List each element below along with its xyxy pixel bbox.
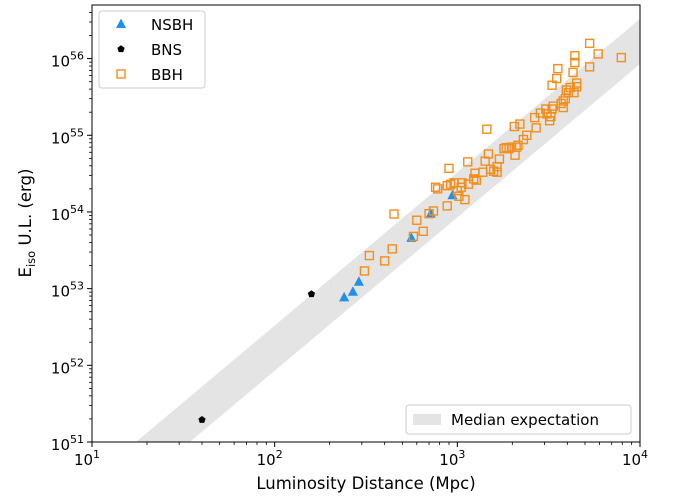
legend-band-swatch <box>413 414 441 425</box>
bbh-point <box>504 143 514 154</box>
bbh-point <box>511 142 521 152</box>
y-axis-label-rest: U.L. (erg) <box>16 169 35 251</box>
bbh-point <box>509 121 519 132</box>
bbh-point <box>418 226 428 236</box>
y-axis-label: Eiso U.L. (erg) <box>16 169 38 278</box>
bbh-point <box>428 206 439 216</box>
bbh-point <box>469 174 479 184</box>
bbh-point <box>584 38 595 49</box>
y-tick-label: 1056 <box>51 50 84 71</box>
legend-marker-bbh <box>116 69 126 79</box>
bbh-point <box>387 244 397 254</box>
bbh-point <box>364 250 375 261</box>
bbh-point <box>570 51 580 61</box>
bbh-point <box>430 182 441 192</box>
legend-marker-bns <box>117 45 125 53</box>
x-tick-label: 102 <box>257 448 283 469</box>
bbh-point <box>513 140 523 151</box>
bbh-point <box>571 78 582 88</box>
bbh-point <box>480 156 490 166</box>
x-tick-label: 103 <box>439 448 465 469</box>
y-tick-label: 1053 <box>51 280 84 301</box>
bbh-point <box>494 154 505 164</box>
bbh-point <box>454 191 464 202</box>
bbh-point <box>463 157 473 167</box>
bbh-point <box>457 178 467 188</box>
nsbh-point <box>353 276 364 286</box>
x-tick-label: 104 <box>622 448 648 469</box>
legend-label-bns: BNS <box>151 41 182 59</box>
bbh-point <box>485 164 496 175</box>
median-expectation-band <box>135 18 640 442</box>
bbh-point <box>563 87 573 98</box>
y-axis: 1051 1052 1053 1054 1055 1056 <box>51 12 92 454</box>
bbh-point <box>593 49 603 59</box>
bbh-point <box>569 87 579 98</box>
bbh-point <box>531 123 541 133</box>
bbh-point <box>515 119 525 129</box>
bbh-point <box>568 67 578 78</box>
bbh-point <box>444 163 454 174</box>
x-tick-label: 101 <box>74 448 100 469</box>
bbh-point <box>616 52 626 63</box>
bbh-point <box>584 62 595 72</box>
legend-label-nsbh: NSBH <box>151 16 193 34</box>
legend-band-label: Median expectation <box>451 411 599 429</box>
bbh-point <box>432 184 443 194</box>
bbh-point <box>482 124 492 134</box>
bbh-point <box>442 201 452 211</box>
bbh-point <box>492 167 502 177</box>
bbh-point <box>553 63 563 74</box>
y-axis-label-sub: iso <box>24 251 38 267</box>
bbh-point <box>471 175 481 185</box>
bbh-point <box>389 209 399 219</box>
bbh-point <box>408 231 419 242</box>
bbh-point <box>552 73 562 84</box>
bbh-point <box>412 215 422 225</box>
bbh-point <box>558 96 568 106</box>
legend-band: Median expectation <box>405 404 632 435</box>
x-axis-label: Luminosity Distance (Mpc) <box>256 474 475 493</box>
data-markers <box>198 38 626 423</box>
bbh-point <box>379 256 390 266</box>
nsbh-point <box>347 286 358 296</box>
bbh-point <box>547 104 557 114</box>
bbh-point <box>460 194 470 205</box>
legend-marker-nsbh <box>116 18 126 28</box>
nsbh-point <box>339 291 350 302</box>
bbh-point <box>570 57 580 68</box>
y-axis-label-main: E <box>16 267 35 277</box>
y-tick-label: 1054 <box>51 203 84 224</box>
y-tick-label: 1051 <box>51 433 84 454</box>
y-tick-label: 1052 <box>51 356 84 377</box>
x-axis: 101 102 103 104 <box>74 442 648 469</box>
legend-series: NSBH BNS BBH <box>98 10 206 89</box>
bbh-point <box>501 142 511 153</box>
y-tick-label: 1055 <box>51 126 84 147</box>
bbh-point <box>558 102 568 113</box>
legend-label-bbh: BBH <box>151 66 183 84</box>
bbh-point <box>522 130 532 140</box>
bbh-point <box>483 149 494 159</box>
bbh-point <box>359 266 370 276</box>
bns-point <box>198 415 206 423</box>
bbh-point <box>560 93 571 104</box>
bns-point <box>307 290 316 298</box>
